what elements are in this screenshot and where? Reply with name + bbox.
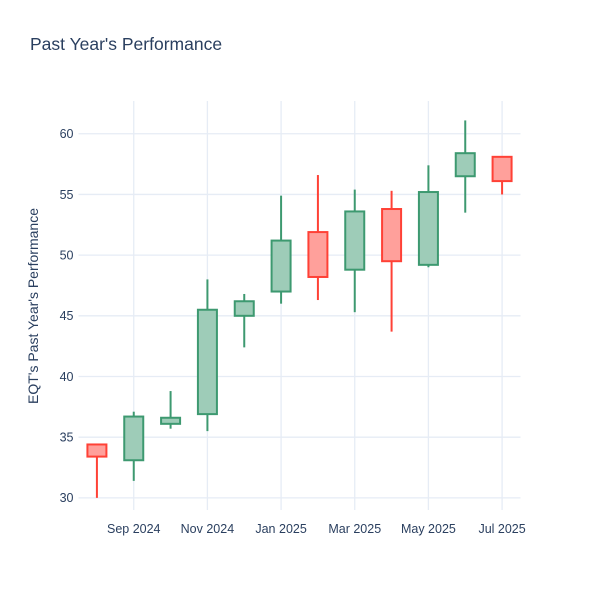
plot-drag-area[interactable] bbox=[79, 101, 521, 510]
y-axis-title: EQT's Past Year's Performance bbox=[25, 208, 41, 404]
x-tick-label: May 2025 bbox=[401, 522, 456, 536]
x-tick-label: Jan 2025 bbox=[255, 522, 306, 536]
y-tick-label: 55 bbox=[60, 188, 74, 202]
x-tick-label: Nov 2024 bbox=[181, 522, 235, 536]
candle-body bbox=[123, 415, 145, 462]
candle[interactable] bbox=[454, 120, 476, 213]
candle-body bbox=[491, 155, 513, 183]
y-tick-label: 35 bbox=[60, 430, 74, 444]
x-tick-label: Sep 2024 bbox=[107, 522, 161, 536]
x-tick-label: Jul 2025 bbox=[478, 522, 525, 536]
candle[interactable] bbox=[307, 175, 329, 301]
candle[interactable] bbox=[417, 165, 439, 268]
candle[interactable] bbox=[86, 443, 108, 498]
candle-body bbox=[307, 231, 329, 278]
candle[interactable] bbox=[270, 195, 292, 304]
candle-body bbox=[454, 152, 476, 178]
candle-body bbox=[381, 208, 403, 263]
chart-title: Past Year's Performance bbox=[30, 34, 223, 54]
candle-body bbox=[270, 239, 292, 293]
candle-body bbox=[417, 191, 439, 266]
y-tick-label: 45 bbox=[60, 309, 74, 323]
candle-body bbox=[344, 210, 366, 271]
candle[interactable] bbox=[160, 391, 182, 429]
candle[interactable] bbox=[381, 190, 403, 332]
candle[interactable] bbox=[196, 279, 218, 432]
y-tick-label: 40 bbox=[60, 370, 74, 384]
tick-layer: 30 35 40 45 50 55 60 Sep 2024 Nov 2024 Jan 2025 Ma… bbox=[60, 127, 526, 536]
candle[interactable] bbox=[491, 155, 513, 195]
x-tick-label: Mar 2025 bbox=[328, 522, 381, 536]
y-tick-label: 60 bbox=[60, 127, 74, 141]
candle-body bbox=[160, 416, 182, 425]
candle-body bbox=[196, 308, 218, 416]
candles-layer bbox=[86, 120, 513, 498]
candle-body bbox=[233, 300, 255, 317]
candle[interactable] bbox=[233, 293, 255, 348]
y-tick-label: 30 bbox=[60, 491, 74, 505]
candle[interactable] bbox=[123, 411, 145, 481]
candle-body bbox=[86, 443, 108, 458]
candle[interactable] bbox=[344, 189, 366, 313]
y-tick-label: 50 bbox=[60, 248, 74, 262]
